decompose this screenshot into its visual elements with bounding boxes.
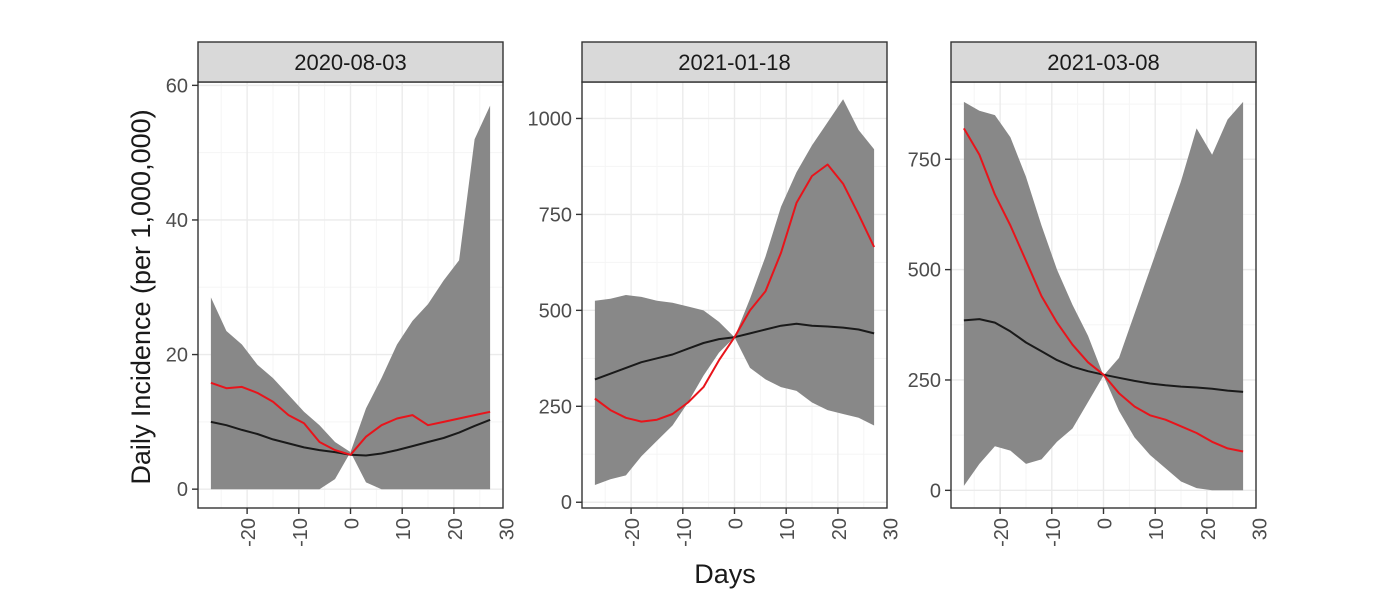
y-axis-title: Daily Incidence (per 1,000,000) (126, 109, 156, 484)
x-tick-label: 0 (342, 518, 364, 529)
x-tick-label: -10 (674, 518, 696, 547)
observed-line (963, 127, 1244, 453)
x-tick-label: 30 (881, 518, 903, 540)
panel-3: 2021-03-08 0 250 500 750 -20 -10 0 10 20 30 (908, 41, 1272, 547)
y-tick-label: 20 (166, 345, 188, 367)
x-tick-label: 0 (726, 518, 748, 529)
panel-1: 2020-08-03 0 20 40 60 -20 -10 0 10 20 30 (166, 41, 519, 547)
y-tick-label: 500 (908, 260, 941, 282)
x-tick-label: 10 (1146, 518, 1168, 540)
y-tick-label: 60 (166, 75, 188, 97)
x-tick-label: -10 (290, 518, 312, 547)
y-tick-label: 0 (561, 492, 572, 514)
x-tick-label: 30 (1250, 518, 1272, 540)
facet-strip-label: 2021-01-18 (678, 50, 791, 75)
y-tick-label: 40 (166, 210, 188, 232)
x-tick-label: 30 (497, 518, 519, 540)
x-tick-label: 10 (393, 518, 415, 540)
facet-strip (950, 41, 1257, 83)
uncertainty-ribbon (963, 101, 1244, 491)
x-tick-label: 10 (777, 518, 799, 540)
y-tick-label: 1000 (528, 108, 573, 130)
uncertainty-ribbon (210, 105, 491, 490)
x-tick-label: -20 (622, 518, 644, 547)
x-tick-label: 20 (1198, 518, 1220, 540)
facet-strip-label: 2020-08-03 (294, 50, 407, 75)
y-tick-label: 0 (930, 480, 941, 502)
y-tick-label: 750 (539, 204, 572, 226)
x-tick-label: 0 (1095, 518, 1117, 529)
y-tick-label: 250 (908, 370, 941, 392)
facet-strip-label: 2021-03-08 (1047, 50, 1160, 75)
y-tick-label: 500 (539, 300, 572, 322)
x-tick-label: -20 (991, 518, 1013, 547)
uncertainty-ribbon (594, 99, 875, 486)
observed-line (594, 163, 876, 423)
y-tick-label: 750 (908, 149, 941, 171)
x-tick-label: 20 (445, 518, 467, 540)
y-tick-label: 250 (539, 396, 572, 418)
x-axis-title: Days (694, 559, 756, 589)
y-tick-label: 0 (177, 479, 188, 501)
x-tick-label: -20 (238, 518, 260, 547)
facet-strip (197, 41, 504, 83)
x-tick-label: 20 (829, 518, 851, 540)
panel-2: 2021-01-18 0 250 500 750 1000 -20 -10 0 10 20 30 (528, 41, 903, 547)
x-tick-label: -10 (1043, 518, 1065, 547)
observed-line (210, 381, 491, 456)
facet-strip (581, 41, 888, 83)
